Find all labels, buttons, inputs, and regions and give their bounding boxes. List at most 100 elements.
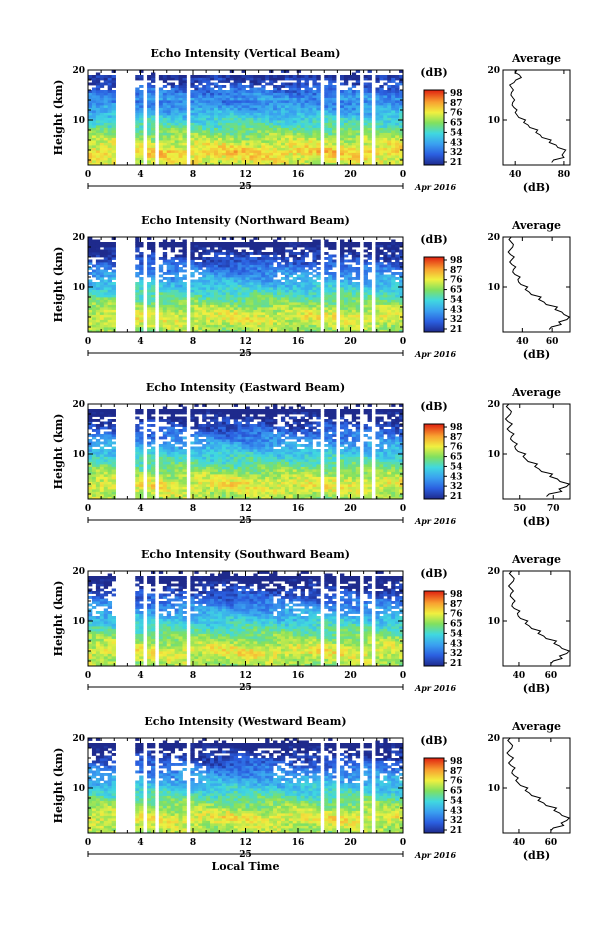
heatmap-cell <box>273 269 278 273</box>
heatmap-cell <box>91 469 97 472</box>
heatmap-cell <box>300 264 305 268</box>
heatmap-cell <box>190 257 195 260</box>
heatmap-cell <box>158 120 164 123</box>
heatmap-cell <box>383 140 388 143</box>
heatmap-cell <box>347 307 353 310</box>
heatmap-cell <box>273 274 278 278</box>
heatmap-cell <box>225 77 231 81</box>
heatmap-cell <box>182 262 187 265</box>
heatmap-cell <box>383 264 388 268</box>
heatmap-cell <box>194 257 199 260</box>
heatmap-cell <box>190 274 195 278</box>
heatmap-cell <box>210 90 215 93</box>
heatmap-cell <box>139 107 144 111</box>
heatmap-cell <box>284 120 290 123</box>
heatmap-cell <box>198 319 203 323</box>
heatmap-cell <box>273 132 278 136</box>
heatmap-cell <box>391 125 396 128</box>
heatmap-cell <box>217 142 223 146</box>
heatmap-cell <box>269 135 274 138</box>
heatmap-cell <box>139 309 144 313</box>
heatmap-cell <box>280 327 286 330</box>
heatmap-cell <box>273 152 278 156</box>
heatmap-cell <box>328 274 333 278</box>
heatmap-cell <box>147 274 152 278</box>
heatmap-cell <box>288 274 294 278</box>
heatmap-cell <box>375 160 380 163</box>
heatmap-cell <box>332 327 337 330</box>
heatmap-cell <box>343 254 349 258</box>
heatmap-cell <box>312 269 317 273</box>
heatmap-cell <box>111 122 116 126</box>
heatmap-cell <box>241 130 246 133</box>
heatmap-cell <box>99 329 105 333</box>
heatmap-cell <box>253 319 258 323</box>
heatmap-cell <box>225 90 231 93</box>
heatmap-cell <box>194 147 199 151</box>
heatmap-cell <box>328 272 333 275</box>
heatmap-cell <box>367 312 372 315</box>
heatmap-cell <box>265 319 270 323</box>
heatmap-cell <box>202 77 207 81</box>
heatmap-cell <box>95 137 101 141</box>
heatmap-cell <box>292 304 298 308</box>
heatmap-cell <box>202 269 207 273</box>
heatmap-cell <box>312 80 317 83</box>
heatmap-cell <box>107 127 113 131</box>
heatmap-cell <box>107 85 113 88</box>
heatmap-cell <box>308 267 313 270</box>
heatmap-cell <box>343 287 349 290</box>
heatmap-cell <box>391 95 396 98</box>
heatmap-cell <box>139 125 144 128</box>
heatmap-cell <box>221 112 227 116</box>
heatmap-cell <box>253 269 258 273</box>
heatmap-cell <box>340 92 345 96</box>
heatmap-cell <box>162 327 168 330</box>
heatmap-cell <box>194 100 199 103</box>
heatmap-cell <box>225 122 231 126</box>
heatmap-cell <box>343 140 349 143</box>
heatmap-cell <box>182 145 187 148</box>
heatmap-cell <box>343 284 349 288</box>
heatmap-cell <box>214 155 219 158</box>
heatmap-cell <box>91 414 97 417</box>
heatmap-cell <box>162 289 168 293</box>
heatmap-cell <box>269 142 274 146</box>
heatmap-cell <box>379 292 384 295</box>
heatmap-cell <box>99 489 105 492</box>
heatmap-cell <box>237 152 242 156</box>
heatmap-cell <box>300 150 305 153</box>
heatmap-cell <box>300 259 305 263</box>
heatmap-cell <box>233 110 239 113</box>
heatmap-cell <box>391 105 396 108</box>
heatmap-cell <box>316 137 321 141</box>
heatmap-cell <box>351 312 357 315</box>
heatmap-cell <box>332 102 337 106</box>
heatmap-cell <box>99 322 105 325</box>
heatmap-cell <box>253 102 258 106</box>
heatmap-cell <box>190 314 195 318</box>
heatmap-cell <box>174 294 179 298</box>
heatmap-cell <box>292 297 298 300</box>
heatmap-cell <box>383 92 388 96</box>
heatmap-cell <box>210 279 215 283</box>
heatmap-cell <box>237 147 242 151</box>
heatmap-cell <box>249 272 254 275</box>
heatmap-cell <box>391 299 396 303</box>
heatmap-cell <box>328 82 333 86</box>
heatmap-cell <box>91 309 97 313</box>
heatmap-cell <box>241 147 246 151</box>
heatmap-cell <box>91 105 97 108</box>
heatmap-cell <box>292 87 298 91</box>
heatmap-cell <box>166 314 172 318</box>
heatmap-cell <box>261 277 266 280</box>
heatmap-cell <box>261 307 266 310</box>
heatmap-cell <box>355 269 361 273</box>
heatmap-cell <box>383 97 388 101</box>
heatmap-cell <box>363 120 368 123</box>
heatmap-cell <box>241 317 246 320</box>
heatmap-cell <box>107 150 113 153</box>
heatmap-cell <box>217 287 223 290</box>
heatmap-cell <box>253 324 258 328</box>
heatmap-cell <box>253 252 258 255</box>
